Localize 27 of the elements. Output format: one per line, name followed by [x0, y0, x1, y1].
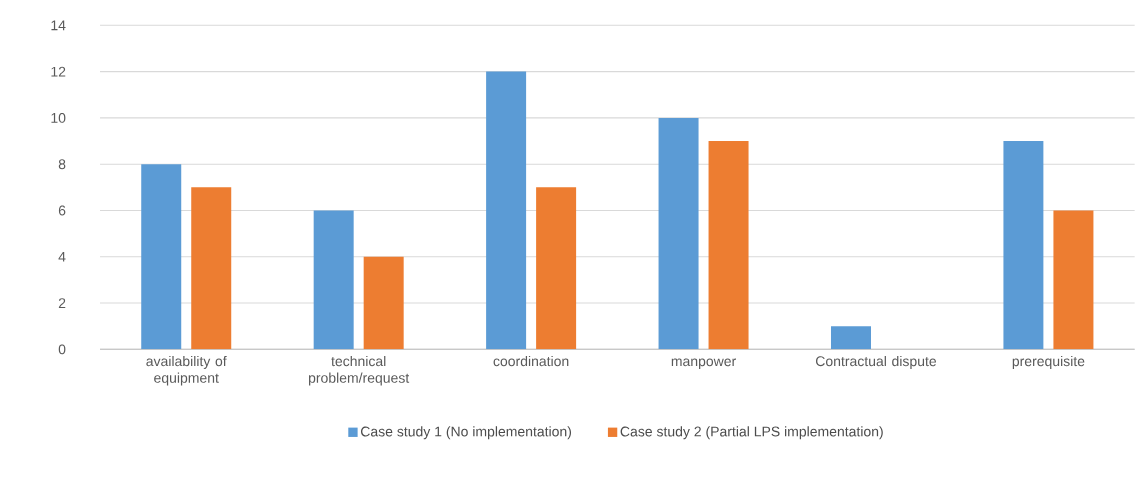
bar: [536, 187, 577, 350]
x-tick-label: coordination: [493, 356, 569, 367]
bar: [486, 71, 527, 350]
y-tick-label: 4: [58, 252, 66, 262]
bar: [1003, 141, 1044, 350]
legend-label: Case study 1 (No implementation): [361, 426, 572, 440]
bar: [141, 164, 182, 350]
y-tick-label: 8: [58, 159, 66, 170]
x-tick-label: prerequisite: [1012, 356, 1085, 370]
y-tick-label: 2: [58, 298, 66, 309]
y-tick-label: 6: [58, 205, 66, 216]
y-tick-label: 0: [58, 344, 66, 355]
bar: [363, 256, 404, 350]
x-tick-label: Contractual dispute: [816, 356, 937, 370]
y-tick-label: 12: [51, 66, 66, 77]
x-tick-label: availability of equipment: [146, 356, 227, 386]
bar: [830, 326, 871, 350]
bar: [708, 141, 749, 350]
x-tick-label: technical problem/request: [308, 356, 410, 386]
bar: [313, 210, 354, 350]
bar: [658, 118, 699, 350]
x-tick-label: manpower: [671, 358, 736, 370]
bar: [191, 187, 232, 350]
bar: [1053, 210, 1094, 350]
y-tick-label: 14: [51, 20, 66, 31]
y-tick-label: 10: [51, 113, 66, 124]
legend-label: Case study 2 (Partial LPS implementation): [620, 426, 883, 440]
